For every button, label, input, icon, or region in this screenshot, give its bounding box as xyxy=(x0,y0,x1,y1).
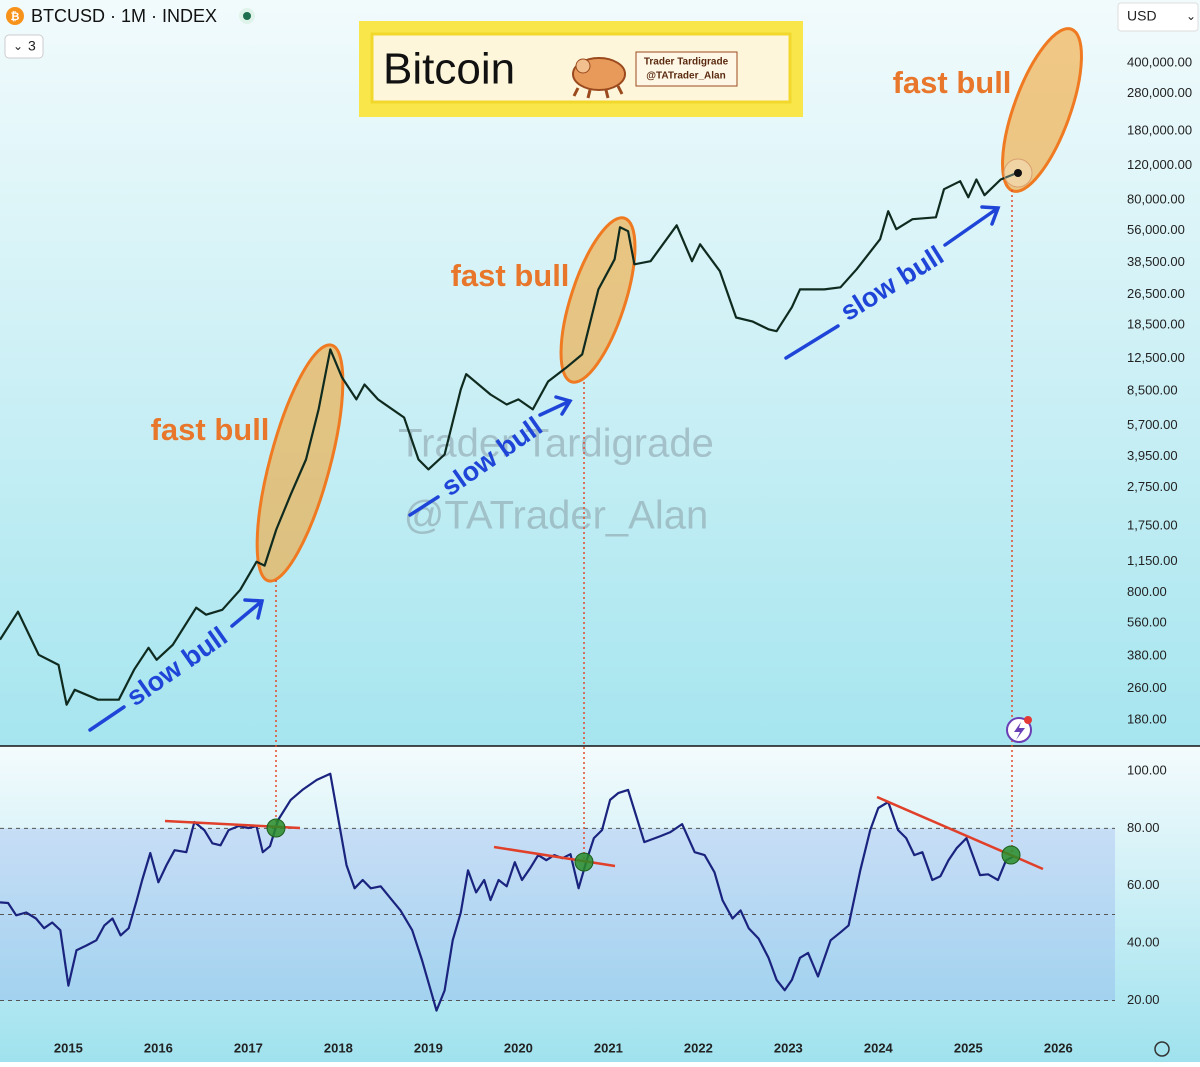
y-tick-label: 1,750.00 xyxy=(1127,517,1178,532)
annotation: fast bull xyxy=(151,412,270,447)
chevron: ⌄ xyxy=(1186,9,1196,23)
currency-select[interactable] xyxy=(1117,2,1199,32)
y-tick-label: 260.00 xyxy=(1127,680,1167,695)
x-tick-label: 2022 xyxy=(684,1040,713,1055)
y-tick-label: 60.00 xyxy=(1127,877,1160,892)
x-tick-label: 2018 xyxy=(324,1040,353,1055)
y-tick-label: 380.00 xyxy=(1127,648,1167,663)
title: Bitcoin xyxy=(383,45,515,94)
y-tick-label: 120,000.00 xyxy=(1127,157,1192,172)
x-tick-label: 2019 xyxy=(414,1040,443,1055)
x-tick-label: 2025 xyxy=(954,1040,983,1055)
y-tick-label: 80,000.00 xyxy=(1127,192,1185,207)
brand-box xyxy=(635,51,738,87)
y-tick-label: 12,500.00 xyxy=(1127,350,1185,365)
last-price-dot xyxy=(1014,169,1022,177)
cycle-markers xyxy=(275,190,1013,860)
event-icon-bolt xyxy=(1014,722,1025,740)
event-badge xyxy=(1024,716,1032,724)
y-tick-label: 400,000.00 xyxy=(1127,54,1192,69)
y-tick-label: 18,500.00 xyxy=(1127,316,1185,331)
x-tick-label: 2016 xyxy=(144,1040,173,1055)
signal-dots xyxy=(266,818,1021,872)
chevron: ⌄ xyxy=(13,39,23,53)
y-tick-label: 100.00 xyxy=(1127,762,1167,777)
x-tick-label: 2024 xyxy=(864,1040,894,1055)
symbol: BTCUSD · 1M · INDEX xyxy=(31,6,217,26)
y-tick-label: 560.00 xyxy=(1127,615,1167,630)
y-tick-label: 180,000.00 xyxy=(1127,123,1192,138)
count-button[interactable] xyxy=(4,34,44,59)
x-tick-label: 2017 xyxy=(234,1040,263,1055)
btc-icon-glyph: ₿ xyxy=(11,11,20,23)
annotation: fast bull xyxy=(893,65,1012,100)
y-tick-label: 80.00 xyxy=(1127,820,1160,835)
handle: @TATrader_Alan xyxy=(646,71,725,82)
x-tick-label: 2015 xyxy=(54,1040,83,1055)
price-panel xyxy=(0,0,1200,746)
y-tick-label: 1,150.00 xyxy=(1127,553,1178,568)
watermark: Trader Tardigrade xyxy=(398,422,714,466)
y-tick-label: 40.00 xyxy=(1127,935,1160,950)
series-line xyxy=(0,171,1020,706)
watermark: @TATrader_Alan xyxy=(404,494,708,538)
y-tick-label: 2,750.00 xyxy=(1127,479,1178,494)
y-tick-label: 180.00 xyxy=(1127,711,1167,726)
y-tick-label: 20.00 xyxy=(1127,992,1160,1007)
tardigrade-logo xyxy=(572,57,626,99)
count: 3 xyxy=(28,38,36,54)
x-tick-label: 2021 xyxy=(594,1040,623,1055)
currency: USD xyxy=(1127,8,1157,24)
y-tick-label: 5,700.00 xyxy=(1127,417,1178,432)
x-tick-label: 2020 xyxy=(504,1040,533,1055)
settings-icon[interactable] xyxy=(1154,1041,1170,1057)
series-line xyxy=(0,772,1015,1012)
x-tick-label: 2023 xyxy=(774,1040,803,1055)
y-tick-label: 3,950.00 xyxy=(1127,448,1178,463)
btc-icon xyxy=(6,7,24,25)
y-tick-label: 8,500.00 xyxy=(1127,383,1178,398)
y-tick-label: 38,500.00 xyxy=(1127,254,1185,269)
rsi-panel xyxy=(0,747,1200,1062)
x-tick-label: 2026 xyxy=(1044,1040,1073,1055)
annotation: fast bull xyxy=(451,258,570,293)
y-tick-label: 56,000.00 xyxy=(1127,222,1185,237)
y-tick-label: 26,500.00 xyxy=(1127,286,1185,301)
brand: Trader Tardigrade xyxy=(644,57,729,68)
slow-bull-arrows xyxy=(88,205,1001,732)
y-tick-label: 800.00 xyxy=(1127,584,1167,599)
y-tick-label: 280,000.00 xyxy=(1127,85,1192,100)
status-dot xyxy=(243,12,251,20)
